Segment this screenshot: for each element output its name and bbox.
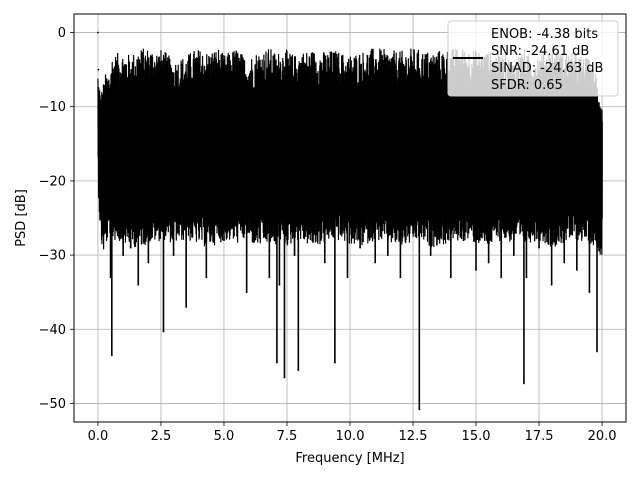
psd-point bbox=[475, 269, 477, 271]
y-axis-ticks: 0 −10 −20 −30 −40 −50 bbox=[39, 26, 74, 412]
psd-point bbox=[162, 330, 165, 333]
psd-point bbox=[374, 261, 377, 264]
psd-point bbox=[98, 105, 101, 108]
legend-sfdr: SFDR: 0.65 bbox=[491, 78, 563, 93]
legend-sinad: SINAD: -24.63 dB bbox=[491, 61, 603, 76]
psd-point bbox=[563, 261, 566, 264]
psd-point bbox=[122, 254, 125, 256]
psd-point bbox=[512, 254, 515, 256]
psd-point bbox=[596, 350, 598, 353]
psd-point bbox=[137, 283, 140, 286]
psd-point bbox=[235, 224, 238, 227]
x-axis-ticks: 0.0 2.5 5.0 7.5 10.0 12.5 15.0 17.5 20.0 bbox=[88, 422, 617, 444]
psd-point bbox=[297, 369, 300, 371]
x-tick-label: 0.0 bbox=[88, 429, 109, 444]
psd-point bbox=[386, 254, 389, 256]
psd-point bbox=[97, 31, 99, 34]
psd-point bbox=[487, 261, 490, 264]
legend: ENOB: -4.38 bits SNR: -24.61 dB SINAD: -… bbox=[447, 20, 619, 97]
y-tick-label: 0 bbox=[58, 26, 66, 41]
psd-point bbox=[218, 231, 220, 234]
psd-point bbox=[601, 217, 603, 219]
psd-point bbox=[268, 276, 271, 279]
psd-point bbox=[283, 376, 286, 379]
psd-point bbox=[550, 283, 553, 286]
psd-point bbox=[311, 239, 314, 242]
psd-point bbox=[110, 354, 113, 357]
psd-point bbox=[109, 276, 112, 279]
psd-point bbox=[523, 382, 525, 385]
psd-point bbox=[412, 231, 414, 234]
psd-point bbox=[129, 246, 132, 249]
psd-point bbox=[588, 291, 591, 294]
x-tick-label: 7.5 bbox=[277, 429, 298, 444]
y-tick-label: −50 bbox=[39, 397, 66, 412]
psd-point bbox=[97, 68, 100, 71]
psd-series bbox=[97, 31, 603, 411]
psd-point bbox=[102, 194, 104, 197]
psd-point bbox=[500, 276, 503, 279]
psd-point bbox=[359, 246, 361, 249]
x-tick-label: 5.0 bbox=[214, 429, 235, 444]
legend-enob: ENOB: -4.38 bits bbox=[491, 27, 598, 42]
psd-point bbox=[245, 291, 248, 294]
psd-point bbox=[273, 239, 276, 242]
psd-point bbox=[293, 254, 296, 256]
psd-point bbox=[276, 361, 278, 364]
y-tick-label: −30 bbox=[39, 249, 66, 264]
psd-point bbox=[525, 276, 528, 279]
legend-snr: SNR: -24.61 dB bbox=[491, 44, 589, 59]
psd-point bbox=[185, 306, 188, 308]
psd-point bbox=[399, 276, 402, 279]
x-tick-label: 17.5 bbox=[525, 429, 554, 444]
psd-point bbox=[333, 361, 336, 364]
psd-point bbox=[104, 224, 107, 227]
psd-point bbox=[449, 276, 452, 279]
psd-point bbox=[429, 254, 432, 256]
psd-point bbox=[323, 261, 326, 264]
psd-point bbox=[195, 209, 198, 212]
x-tick-label: 2.5 bbox=[151, 429, 172, 444]
x-axis-label: Frequency [MHz] bbox=[295, 451, 404, 466]
psd-point bbox=[538, 246, 540, 249]
psd-point bbox=[172, 254, 175, 256]
psd-point bbox=[255, 224, 258, 227]
psd-point bbox=[418, 408, 421, 411]
y-axis-label: PSD [dB] bbox=[14, 189, 29, 247]
psd-point bbox=[147, 261, 150, 264]
psd-point bbox=[99, 157, 102, 160]
psd-point bbox=[575, 269, 578, 271]
psd-point bbox=[462, 239, 465, 242]
x-tick-label: 15.0 bbox=[462, 429, 491, 444]
psd-point bbox=[346, 276, 349, 279]
y-tick-label: −10 bbox=[39, 100, 66, 115]
y-tick-label: −40 bbox=[39, 323, 66, 338]
legend-box bbox=[447, 20, 619, 97]
y-tick-label: −20 bbox=[39, 174, 66, 189]
x-tick-label: 12.5 bbox=[399, 429, 428, 444]
x-tick-label: 10.0 bbox=[336, 429, 365, 444]
x-tick-label: 20.0 bbox=[588, 429, 617, 444]
psd-point bbox=[223, 239, 225, 242]
psd-point bbox=[205, 276, 208, 279]
psd-point bbox=[278, 283, 281, 286]
